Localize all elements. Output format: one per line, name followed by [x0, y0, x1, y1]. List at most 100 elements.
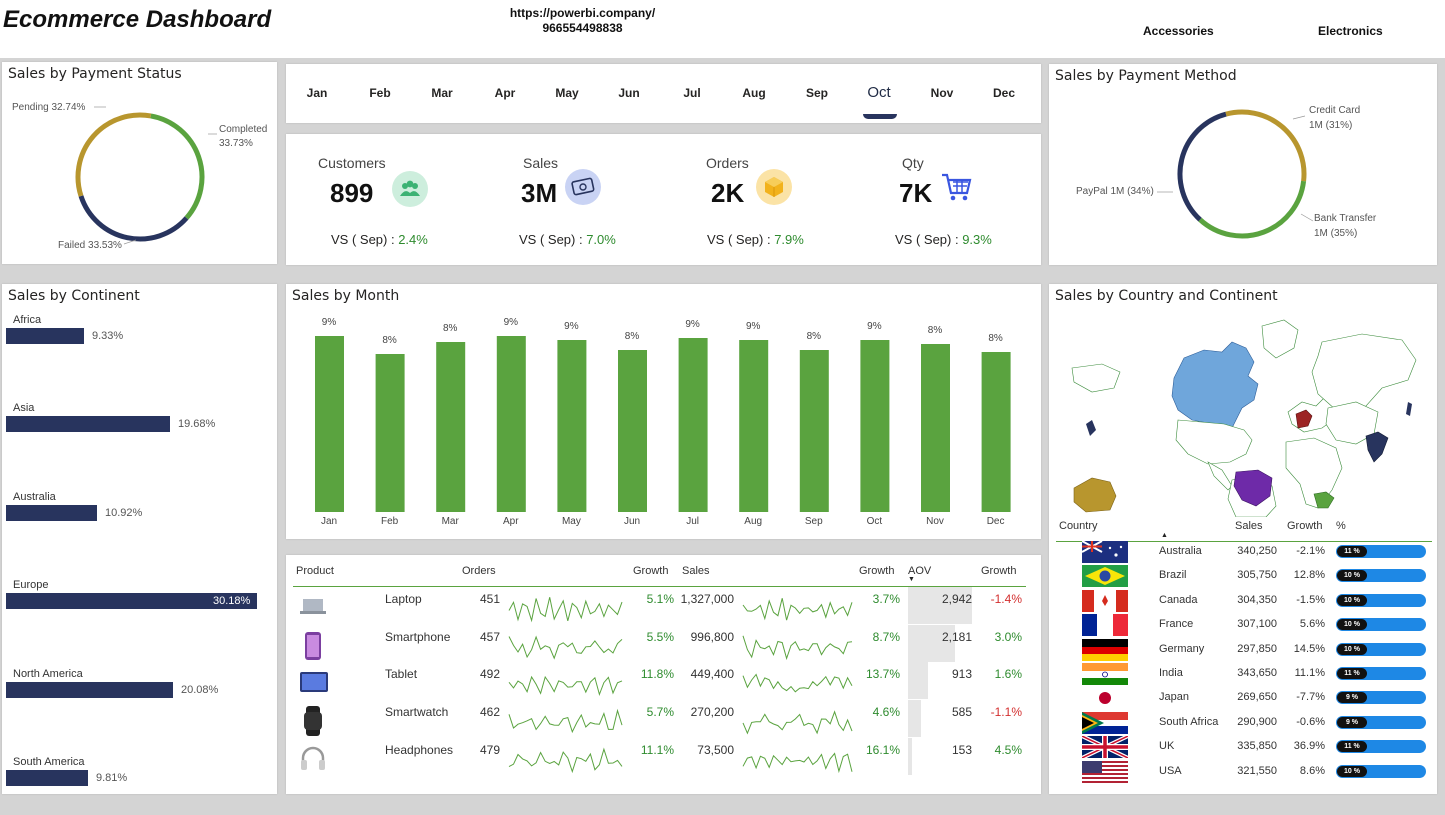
- map-australia[interactable]: [1073, 477, 1117, 513]
- continent-value-north-america: 20.08%: [181, 684, 219, 696]
- country-growth: 11.1%: [1294, 667, 1325, 679]
- month-selected-indicator: [863, 114, 897, 119]
- month-bar-may[interactable]: [557, 340, 587, 512]
- world-map[interactable]: [1066, 312, 1418, 517]
- smartwatch-icon: [297, 704, 331, 743]
- month-bar-nov[interactable]: [921, 344, 950, 512]
- month-bar-feb[interactable]: [375, 354, 405, 512]
- month-bar-oct[interactable]: [860, 340, 890, 512]
- country-name: Canada: [1159, 594, 1198, 606]
- country-sales: 343,650: [1237, 667, 1277, 679]
- map-usa[interactable]: [1175, 419, 1253, 465]
- link-phone: 966554498838: [542, 21, 623, 35]
- slice-sub-bank-transfer: 1M (35%): [1314, 228, 1358, 239]
- country-sales: 321,550: [1237, 765, 1277, 777]
- month-feb[interactable]: Feb: [369, 86, 391, 100]
- donut-slice-2[interactable]: [1177, 111, 1227, 222]
- continent-bar-south-america[interactable]: [6, 770, 88, 786]
- donut-slice-0[interactable]: [1225, 109, 1307, 182]
- laptop-icon: [297, 591, 331, 630]
- kpi-vs-pct: 7.0%: [586, 232, 616, 247]
- share-pill-value: 9 %: [1337, 692, 1367, 703]
- col-aov[interactable]: AOV: [908, 565, 932, 577]
- continent-label-europe: Europe: [13, 579, 49, 591]
- country-name: Australia: [1159, 545, 1202, 557]
- col-product[interactable]: Product: [296, 565, 334, 577]
- slicer-accessories[interactable]: Accessories: [1143, 24, 1214, 38]
- product-aov-growth: 1.6%: [994, 667, 1022, 681]
- map-japan[interactable]: [1406, 402, 1412, 416]
- month-bar-jan[interactable]: [315, 336, 344, 512]
- month-dec[interactable]: Dec: [992, 86, 1015, 100]
- col-orders-growth[interactable]: Growth: [633, 565, 669, 577]
- donut-slice-1[interactable]: [1198, 180, 1307, 239]
- kpi-label-customers: Customers: [318, 155, 386, 171]
- col-country[interactable]: Country: [1059, 520, 1098, 532]
- month-oct[interactable]: Oct: [867, 84, 891, 101]
- month-jul[interactable]: Jul: [683, 86, 701, 100]
- col-country-growth[interactable]: Growth: [1287, 520, 1323, 532]
- continent-bar-asia[interactable]: [6, 416, 170, 432]
- country-growth: 5.6%: [1299, 618, 1325, 630]
- link-url[interactable]: https://powerbi.company/: [509, 6, 656, 20]
- month-mar[interactable]: Mar: [431, 86, 453, 100]
- month-jan[interactable]: Jan: [306, 86, 328, 100]
- map-canada[interactable]: [1171, 341, 1259, 429]
- smartphone-icon: [297, 629, 331, 668]
- country-title: Sales by Country and Continent: [1055, 288, 1278, 304]
- tablet-icon: [297, 666, 331, 705]
- col-aov-growth[interactable]: Growth: [981, 565, 1017, 577]
- month-bar-mar[interactable]: [436, 342, 466, 512]
- slicer-electronics[interactable]: Electronics: [1318, 24, 1383, 38]
- product-orders: 462: [479, 705, 500, 719]
- product-orders-growth: 5.7%: [646, 705, 674, 719]
- continent-bar-australia[interactable]: [6, 505, 97, 521]
- product-name: Smartwatch: [385, 705, 449, 719]
- col-country-sales[interactable]: Sales: [1235, 520, 1263, 532]
- leader-line: [1300, 213, 1314, 222]
- product-aov: 2,181: [941, 630, 972, 644]
- map-india[interactable]: [1365, 431, 1389, 463]
- col-orders[interactable]: Orders: [462, 565, 496, 577]
- share-pill: 11 %: [1336, 740, 1426, 753]
- donut-slice-1[interactable]: [78, 195, 189, 242]
- money-icon: [565, 169, 601, 205]
- product-sales-growth: 16.1%: [865, 743, 900, 757]
- month-apr[interactable]: Apr: [494, 86, 516, 100]
- product-sales-growth: 8.7%: [872, 630, 900, 644]
- month-nov[interactable]: Nov: [930, 86, 954, 100]
- product-aov: 153: [951, 743, 972, 757]
- month-bar-jun[interactable]: [618, 350, 647, 512]
- month-jun[interactable]: Jun: [618, 86, 640, 100]
- month-bar-apr[interactable]: [496, 336, 526, 512]
- month-aug[interactable]: Aug: [742, 86, 766, 100]
- donut-slice-0[interactable]: [150, 113, 205, 220]
- share-pill: 10 %: [1336, 643, 1426, 656]
- continent-bar-africa[interactable]: [6, 328, 84, 344]
- col-sales-growth[interactable]: Growth: [859, 565, 895, 577]
- share-pill-value: 11 %: [1337, 741, 1367, 752]
- company-link[interactable]: https://powerbi.company/ 966554498838: [505, 6, 660, 36]
- country-name: Japan: [1159, 691, 1189, 703]
- month-bar-sep[interactable]: [799, 350, 829, 512]
- donut-slice-2[interactable]: [75, 112, 152, 197]
- map-germany-france-uk[interactable]: [1295, 409, 1313, 429]
- col-sales[interactable]: Sales: [682, 565, 710, 577]
- sort-asc-icon[interactable]: ▲: [1161, 532, 1168, 539]
- continent-bar-europe[interactable]: [6, 593, 257, 609]
- month-bar-jul[interactable]: [678, 338, 708, 512]
- continent-bar-north-america[interactable]: [6, 682, 173, 698]
- product-sales-growth: 4.6%: [872, 705, 900, 719]
- sort-desc-icon[interactable]: ▼: [908, 576, 915, 583]
- month-sep[interactable]: Sep: [805, 86, 828, 100]
- month-may[interactable]: May: [555, 86, 579, 100]
- map-brazil[interactable]: [1233, 469, 1273, 507]
- col-country-pct[interactable]: %: [1336, 520, 1346, 532]
- country-name: France: [1159, 618, 1194, 630]
- product-sales: 449,400: [690, 667, 734, 681]
- payment-method-title: Sales by Payment Method: [1055, 68, 1237, 84]
- map-south-africa[interactable]: [1313, 491, 1335, 509]
- month-bar-dec[interactable]: [981, 352, 1011, 512]
- month-bar-aug[interactable]: [739, 340, 769, 512]
- month-axis-label: Dec: [986, 516, 1005, 527]
